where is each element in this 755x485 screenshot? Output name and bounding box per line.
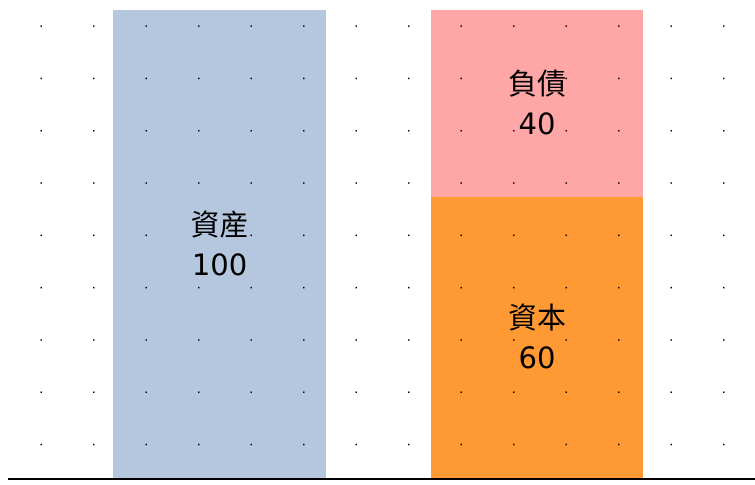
assets-value: 100: [191, 247, 248, 282]
equity-block: 資本 60: [431, 197, 643, 479]
equity-label: 資本: [507, 301, 566, 335]
liabilities-block: 負債 40: [431, 10, 643, 197]
assets-block: 資産 100: [113, 10, 326, 479]
equity-value: 60: [518, 341, 556, 375]
assets-label: 資産: [190, 207, 249, 242]
baseline: [8, 478, 755, 480]
liabilities-label: 負債: [507, 66, 566, 101]
liabilities-value: 40: [518, 106, 556, 141]
